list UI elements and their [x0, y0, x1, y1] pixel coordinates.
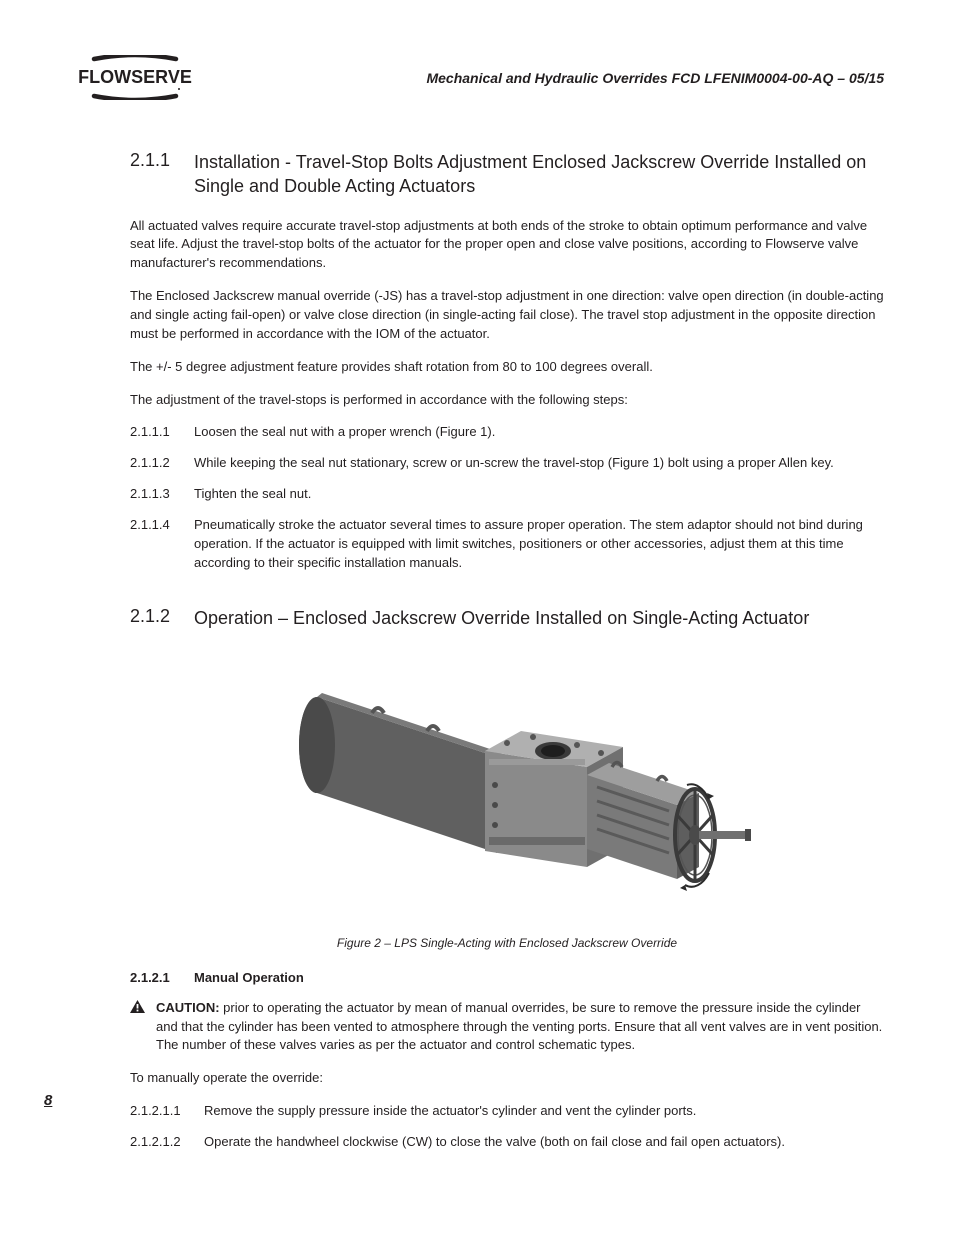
section-heading-2-1-2: 2.1.2 Operation – Enclosed Jackscrew Ove…	[130, 606, 884, 630]
section-heading-2-1-1: 2.1.1 Installation - Travel-Stop Bolts A…	[130, 150, 884, 199]
step-item: 2.1.1.1 Loosen the seal nut with a prope…	[130, 423, 884, 442]
step-number: 2.1.2.1.2	[130, 1133, 204, 1152]
step-number: 2.1.1.2	[130, 454, 194, 473]
paragraph: The adjustment of the travel-stops is pe…	[130, 391, 884, 410]
section-number: 2.1.2	[130, 606, 194, 630]
flowserve-logo: FLOWSERVE	[70, 55, 200, 100]
subsection-heading-2-1-2-1: 2.1.2.1 Manual Operation	[130, 970, 884, 985]
section-title: Installation - Travel-Stop Bolts Adjustm…	[194, 150, 884, 199]
caution-text: CAUTION: prior to operating the actuator…	[150, 999, 884, 1056]
section-number: 2.1.1	[130, 150, 194, 199]
page-number: 8	[44, 1092, 52, 1109]
subsection-number: 2.1.2.1	[130, 970, 194, 985]
step-number: 2.1.1.4	[130, 516, 194, 573]
paragraph: All actuated valves require accurate tra…	[130, 217, 884, 274]
step-item: 2.1.1.2 While keeping the seal nut stati…	[130, 454, 884, 473]
document-header-title: Mechanical and Hydraulic Overrides FCD L…	[200, 70, 884, 86]
figure-2-actuator-illustration	[130, 655, 884, 920]
caution-notice: CAUTION: prior to operating the actuator…	[130, 999, 884, 1056]
step-item: 2.1.2.1.1 Remove the supply pressure ins…	[130, 1102, 884, 1121]
step-number: 2.1.1.3	[130, 485, 194, 504]
step-text: Tighten the seal nut.	[194, 485, 884, 504]
paragraph: The Enclosed Jackscrew manual override (…	[130, 287, 884, 344]
paragraph: The +/- 5 degree adjustment feature prov…	[130, 358, 884, 377]
step-item: 2.1.2.1.2 Operate the handwheel clockwis…	[130, 1133, 884, 1152]
caution-icon	[130, 999, 150, 1056]
step-number: 2.1.1.1	[130, 423, 194, 442]
step-item: 2.1.1.3 Tighten the seal nut.	[130, 485, 884, 504]
step-text: While keeping the seal nut stationary, s…	[194, 454, 884, 473]
section-title: Operation – Enclosed Jackscrew Override …	[194, 606, 809, 630]
subsection-title: Manual Operation	[194, 970, 304, 985]
step-text: Operate the handwheel clockwise (CW) to …	[204, 1133, 884, 1152]
figure-caption: Figure 2 – LPS Single-Acting with Enclos…	[130, 936, 884, 950]
step-text: Remove the supply pressure inside the ac…	[204, 1102, 884, 1121]
svg-text:FLOWSERVE: FLOWSERVE	[78, 67, 192, 87]
step-item: 2.1.1.4 Pneumatically stroke the actuato…	[130, 516, 884, 573]
step-text: Loosen the seal nut with a proper wrench…	[194, 423, 884, 442]
paragraph: To manually operate the override:	[130, 1069, 884, 1088]
step-text: Pneumatically stroke the actuator severa…	[194, 516, 884, 573]
step-number: 2.1.2.1.1	[130, 1102, 204, 1121]
